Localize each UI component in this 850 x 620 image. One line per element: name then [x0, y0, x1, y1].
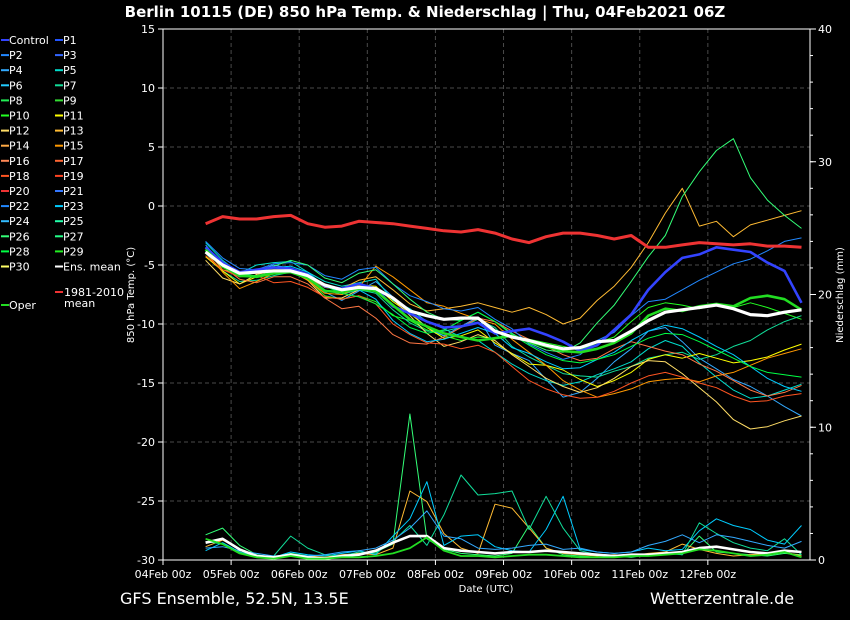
legend-label: P23	[63, 200, 84, 213]
y-tick-label: -10	[137, 318, 155, 331]
legend-label: P15	[63, 140, 84, 153]
footer-site: Wetterzentrale.de	[650, 589, 794, 608]
temp-series-1981-2010-mean	[205, 213, 802, 249]
temperature-lines	[204, 138, 803, 430]
legend-label: P17	[63, 155, 84, 168]
y-tick-label: 0	[148, 200, 155, 213]
x-tick-label: 06Feb 00z	[271, 568, 328, 581]
y-tick-label: 5	[148, 141, 155, 154]
legend-label: P10	[9, 110, 30, 123]
legend-label: P21	[63, 185, 84, 198]
legend-label: P6	[9, 79, 23, 92]
y2-tick-label: 10	[818, 421, 832, 434]
legend-label: P9	[63, 94, 77, 107]
legend-label: P30	[9, 261, 30, 274]
legend-label: Control	[9, 34, 49, 47]
legend-label: P1	[63, 34, 77, 47]
y-axis-right: 40 30 20 10 0	[810, 23, 832, 567]
legend-label: P13	[63, 125, 84, 138]
legend-label: P22	[9, 200, 30, 213]
temp-series-p16	[205, 251, 802, 397]
legend-label: P3	[63, 49, 77, 62]
x-tick-label: 09Feb 00z	[475, 568, 532, 581]
legend-label: P25	[63, 215, 84, 228]
y2-tick-label: 0	[818, 554, 825, 567]
y-tick-label: -5	[144, 259, 155, 272]
chart-title: Berlin 10115 (DE) 850 hPa Temp. & Nieder…	[125, 3, 726, 22]
legend-label: P2	[9, 49, 23, 62]
temp-series-p18	[205, 255, 802, 403]
x-tick-label: 07Feb 00z	[339, 568, 396, 581]
y2-tick-label: 30	[818, 156, 832, 169]
y-tick-label: -15	[137, 377, 155, 390]
temp-series-ens-mean	[204, 250, 802, 351]
legend-label: P26	[9, 230, 30, 243]
x-tick-label: 04Feb 00z	[135, 568, 192, 581]
legend-label: P11	[63, 110, 84, 123]
y2-tick-label: 40	[818, 23, 832, 36]
y-tick-label: -20	[137, 436, 155, 449]
x-tick-label: 11Feb 00z	[611, 568, 668, 581]
legend-label: mean	[64, 297, 95, 310]
x-tick-label: 10Feb 00z	[543, 568, 600, 581]
y-axis-left: 15 10 5 0 -5 -10 -15 -20 -25 -30	[137, 23, 163, 567]
legend-label: P24	[9, 215, 30, 228]
x-tick-label: 05Feb 00z	[203, 568, 260, 581]
legend-label: P12	[9, 125, 30, 138]
y-tick-label: 10	[141, 82, 155, 95]
x-tick-label: 12Feb 00z	[679, 568, 736, 581]
legend-label: P14	[9, 140, 30, 153]
legend-label: P5	[63, 64, 77, 77]
legend: Control P1 P2 P3 P4 P5 P6 P7 P8 P9 P10 P11 P12 P13 P14…	[1, 34, 124, 312]
legend-label: P16	[9, 155, 30, 168]
legend-label: Ens. mean	[63, 261, 121, 274]
legend-label: P18	[9, 170, 30, 183]
legend-label: P7	[63, 79, 77, 92]
legend-label: Oper	[9, 299, 36, 312]
y-tick-label: -25	[137, 495, 155, 508]
legend-label: 1981-2010	[64, 286, 124, 299]
x-axis-label: Date (UTC)	[459, 584, 514, 595]
x-axis: 04Feb 00z 05Feb 00z 06Feb 00z 07Feb 00z 08Fe…	[135, 560, 736, 581]
temp-series-p23	[205, 246, 802, 392]
legend-label: P28	[9, 245, 30, 258]
y2-tick-label: 20	[818, 289, 832, 302]
legend-label: P29	[63, 245, 84, 258]
precip-series-ens-mean	[205, 534, 802, 561]
legend-label: P19	[63, 170, 84, 183]
precip-series-oper	[205, 536, 802, 560]
legend-label: P4	[9, 64, 23, 77]
footer-source: GFS Ensemble, 52.5N, 13.5E	[120, 589, 349, 608]
precipitation-lines	[205, 413, 802, 561]
legend-label: P27	[63, 230, 84, 243]
precip-series-p7	[205, 474, 802, 558]
y-tick-label: -30	[137, 554, 155, 567]
x-tick-label: 08Feb 00z	[407, 568, 464, 581]
y2-axis-label: Niederschlag (mm)	[835, 247, 846, 343]
y-tick-label: 15	[141, 23, 155, 36]
y-axis-label: 850 hPa Temp. (°C)	[126, 247, 137, 343]
legend-label: P20	[9, 185, 30, 198]
legend-label: P8	[9, 94, 23, 107]
